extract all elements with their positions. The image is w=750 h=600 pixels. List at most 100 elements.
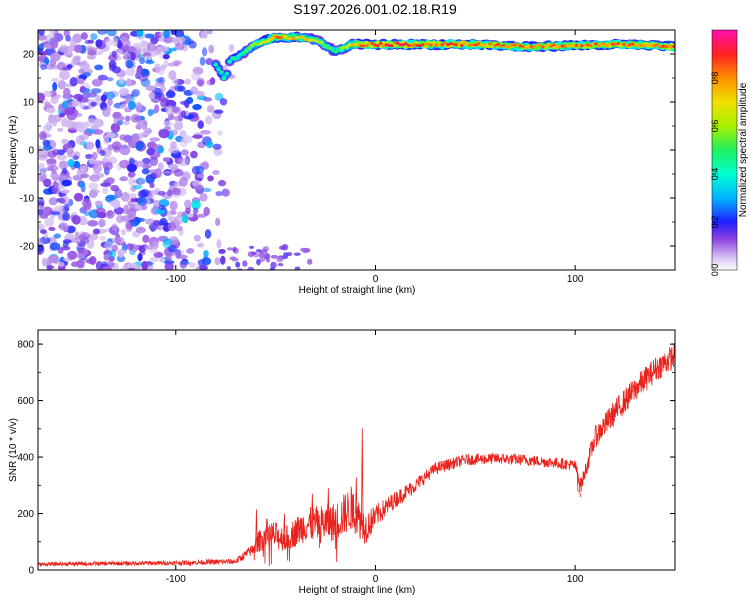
spectrogram-noise-blob xyxy=(118,116,125,121)
spectrogram-noise-blob xyxy=(203,250,209,258)
spectrogram-noise-blob xyxy=(209,77,216,85)
spectrogram-noise-blob xyxy=(199,264,208,270)
spectrogram-noise-blob xyxy=(46,158,57,168)
spectrogram-noise-blob xyxy=(251,251,257,256)
spectrogram-ridge-cell xyxy=(272,34,277,38)
spectrogram-noise-blob xyxy=(42,144,53,151)
spectrogram-noise-blob xyxy=(217,179,227,187)
spectrogram-noise-blob xyxy=(242,260,248,267)
spectrogram-noise-blob xyxy=(75,135,85,145)
snr-x-axis-label: Height of straight line (km) xyxy=(299,585,416,596)
spectrogram-ridge-cell xyxy=(488,42,492,46)
spectrogram-noise-blob xyxy=(162,157,171,163)
spectrogram-noise-blob xyxy=(132,42,142,48)
spectrogram-ridge-cell xyxy=(485,44,489,47)
spectrogram-noise-blob xyxy=(57,127,64,132)
spectrogram-noise-blob xyxy=(98,218,106,228)
spectrogram-noise-blob xyxy=(173,121,184,131)
spectrogram-ridge-cell xyxy=(261,40,265,44)
colorbar-tick-label: 0.8 xyxy=(710,72,720,85)
spectrogram-y-ticks: -20 -10 0 10 20 xyxy=(20,29,675,271)
spectrogram-noise-blob xyxy=(40,64,47,70)
spectrogram-noise-blob xyxy=(213,147,223,156)
spectrogram-noise-blob xyxy=(95,95,101,102)
spectrogram-noise-blob xyxy=(79,181,85,189)
spectrogram-noise-blob xyxy=(165,90,176,99)
spectrogram-ridge-cell xyxy=(465,43,469,47)
spectrogram-noise-blob xyxy=(138,245,146,253)
spectrogram-noise-blob xyxy=(184,78,191,85)
spectrogram-noise-blob xyxy=(116,255,126,263)
spectrogram-noise-blob xyxy=(181,135,193,144)
spectrogram-noise-blob xyxy=(157,145,165,154)
spectrogram-noise-blob xyxy=(165,105,175,116)
spectrogram-noise-blob xyxy=(140,40,148,47)
spectrogram-noise-blob xyxy=(143,52,152,57)
spectrogram-noise-blob xyxy=(163,30,171,39)
spectrogram-noise-blob xyxy=(137,178,145,185)
spectrogram-ridge-cell xyxy=(527,46,531,50)
spectrogram-noise-blob xyxy=(155,77,164,84)
spectrogram-noise-blob xyxy=(174,84,184,92)
spectrogram-noise-blob xyxy=(160,64,167,71)
spectrogram-noise-blob xyxy=(229,256,237,261)
spectrogram-noise-blob xyxy=(294,266,301,270)
spectrogram-noise-blob xyxy=(95,139,101,149)
spectrogram-noise-blob xyxy=(61,179,72,187)
spectrogram-ridge-cell xyxy=(300,35,305,39)
spectrogram-noise-blob xyxy=(140,69,150,76)
spectrogram-ridge-cell xyxy=(650,43,654,47)
spectrogram-noise-blob xyxy=(143,130,150,137)
spectrogram-noise-blob xyxy=(151,173,157,178)
spectrogram-noise-blob xyxy=(104,241,113,250)
spectrogram-ridge-cell xyxy=(395,41,400,45)
spectrogram-noise-blob xyxy=(80,32,88,40)
spectrogram-ridge-cell xyxy=(242,51,246,54)
x-tick-label: -100 xyxy=(166,274,186,285)
spectrogram-ridge-cell xyxy=(328,46,332,50)
spectrogram-noise-blob xyxy=(220,255,226,265)
spectrogram-ridge-cell xyxy=(295,36,299,40)
spectrogram-noise-blob xyxy=(58,113,65,118)
spectrogram-noise-blob xyxy=(94,200,103,207)
spectrogram-ridge-cell xyxy=(353,42,358,46)
spectrogram-ridge-cell xyxy=(437,43,442,47)
spectrogram-noise-blob xyxy=(67,250,78,260)
y-tick-label: 0 xyxy=(28,566,34,577)
spectrogram-noise-blob xyxy=(71,215,81,225)
spectrogram-noise-blob xyxy=(125,220,134,230)
spectrogram-noise-blob xyxy=(300,247,308,252)
spectrogram-ridge-cell xyxy=(602,42,606,46)
spectrogram-noise-blob xyxy=(79,165,88,172)
spectrogram-noise-blob xyxy=(158,204,166,210)
spectrogram-noise-blob xyxy=(119,176,128,182)
spectrogram-noise-blob xyxy=(194,234,201,242)
spectrogram-noise-blob xyxy=(87,50,97,56)
spectrogram-noise-blob xyxy=(255,249,262,253)
spectrogram-noise-blob xyxy=(58,175,70,180)
spectrogram-noise-blob xyxy=(38,34,47,41)
spectrogram-ridge-cell xyxy=(225,71,229,75)
spectrogram-noise-blob xyxy=(46,265,55,270)
spectrogram-noise-blob xyxy=(140,188,150,198)
y-tick-label: 200 xyxy=(17,509,34,520)
spectrogram-noise-blob xyxy=(102,162,113,171)
spectrogram-ridge-cell xyxy=(552,43,556,47)
spectrogram-noise-blob xyxy=(276,256,284,263)
spectrogram-noise-blob xyxy=(235,261,241,268)
spectrogram-noise-blob xyxy=(80,232,91,240)
spectrogram-ridge-cell xyxy=(666,45,671,49)
spectrogram-noise-blob xyxy=(63,30,70,37)
spectrogram-ridge-cell xyxy=(334,50,338,54)
spectrogram-noise-blob xyxy=(77,78,85,85)
spectrogram-ridge-cell xyxy=(664,45,668,48)
spectrogram-ridge-cell xyxy=(599,42,604,46)
spectrogram-ridge-cell xyxy=(216,68,221,72)
spectrogram-ridge-cell xyxy=(264,40,268,43)
spectrogram-ridge-cell xyxy=(448,42,453,46)
spectrogram-ridge-cell xyxy=(577,43,581,47)
spectrogram-noise-blob xyxy=(69,38,76,48)
spectrogram-noise-blob xyxy=(99,150,106,156)
spectrogram-ridge-cell xyxy=(381,44,386,48)
